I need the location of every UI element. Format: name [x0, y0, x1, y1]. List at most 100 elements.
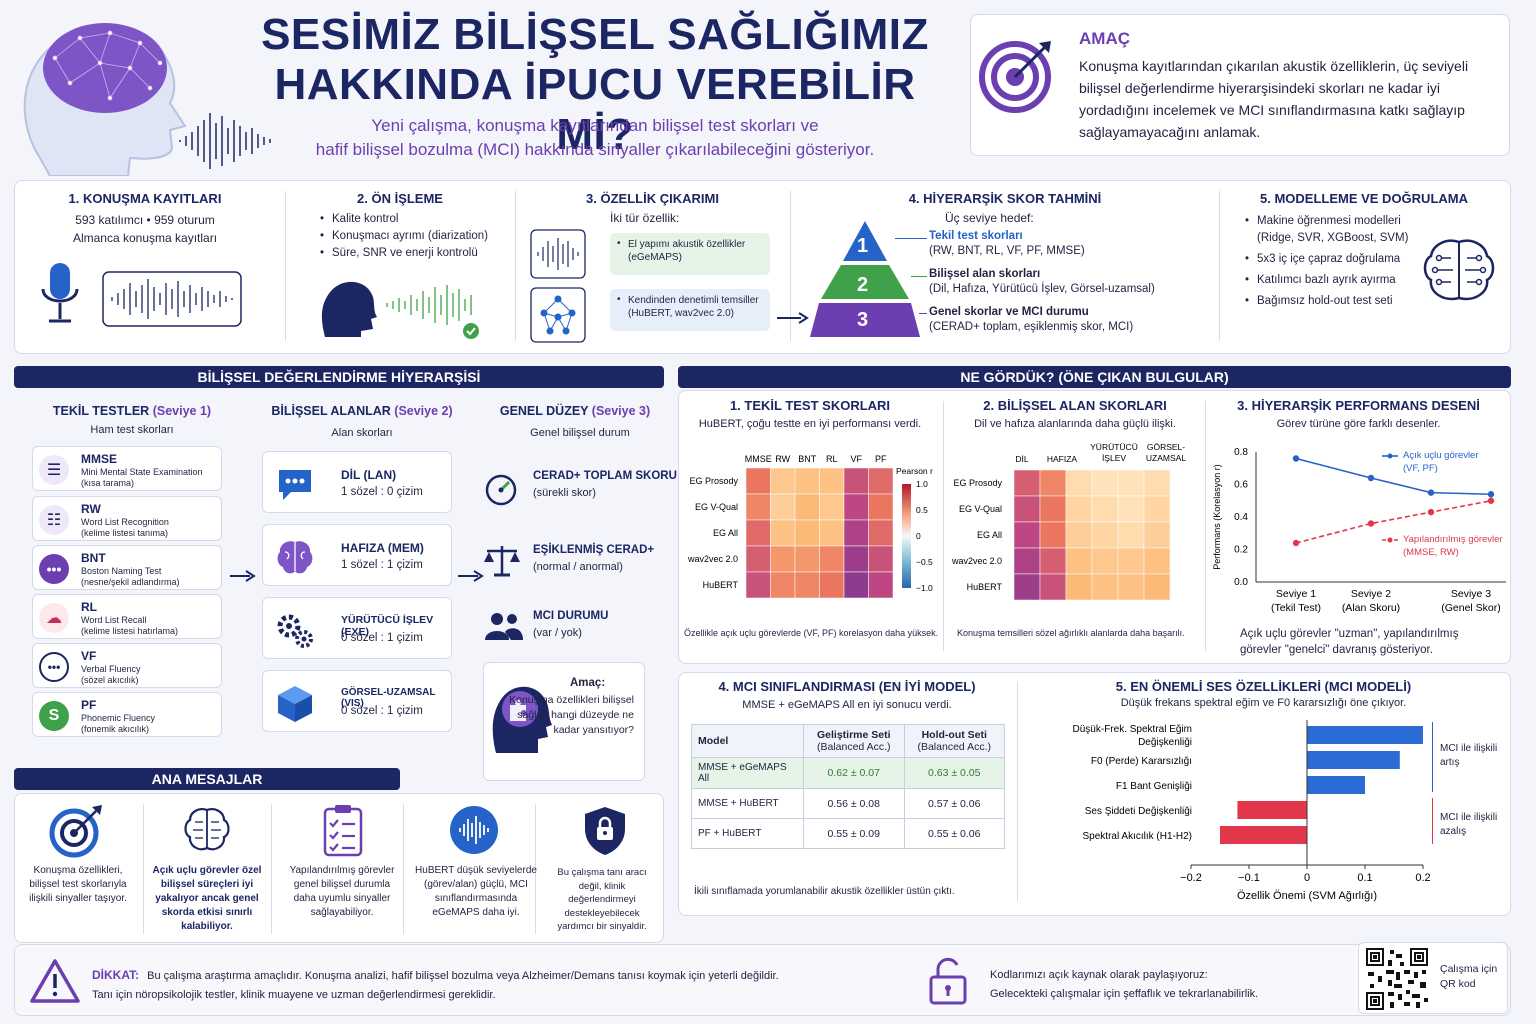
gears-icon — [277, 614, 313, 648]
hier-col1-level: (Seviye 1) — [152, 404, 212, 418]
cube-icon — [278, 686, 312, 722]
table-cell: MMSE + HuBERT — [691, 788, 804, 819]
aim-card: AMAÇ Konuşma kayıtlarından çıkarılan aku… — [970, 14, 1510, 156]
heatmap-row-label: EG Prosody — [689, 476, 738, 486]
legend-tick: 1.0 — [916, 479, 928, 489]
test-desc-line2: (nesne/şekil adlandırma) — [81, 577, 180, 587]
hier-col2-title: BİLİŞSEL ALANLAR (Seviye 2) — [262, 404, 462, 418]
hier-col1-title: TEKİL TESTLER (Seviye 1) — [32, 404, 232, 418]
heatmap-cell — [819, 467, 845, 495]
legend-increase: MCI ile ilişkili artış — [1440, 743, 1498, 768]
data-point — [1292, 455, 1300, 462]
heatmap-row-label: EG V-Qual — [695, 502, 738, 512]
x-tick-label: Seviye 1 — [1276, 588, 1316, 600]
step5-list: Makine öğrenmesi modelleri (Ridge, SVR, … — [1245, 213, 1425, 310]
pyramid-diagram — [810, 221, 920, 337]
clipboard-icon: ☰ — [39, 455, 69, 485]
test-desc: Verbal Fluency (sözel akıcılık) — [81, 664, 141, 686]
heatmap-cell — [794, 467, 820, 495]
goal-text: Konuşma özellikleri bilişsel sağlığı han… — [509, 694, 634, 736]
finding5-sub: Düşük frekans spektral eğim ve F0 karars… — [1120, 697, 1407, 709]
qr-code-icon[interactable] — [1366, 948, 1428, 1010]
domain-title: GÖRSEL-UZAMSAL (VIS) — [341, 687, 436, 709]
heatmap-cell — [868, 571, 894, 599]
heatmap-cell — [794, 571, 820, 599]
arrow-right-icon — [777, 312, 809, 324]
heatmap-cell — [843, 571, 869, 599]
gauge-icon — [485, 474, 517, 506]
test-desc-line2: (sözel akıcılık) — [81, 675, 139, 685]
legend-marker — [1387, 453, 1393, 459]
test-abbr: VF — [81, 649, 97, 663]
heatmap-cell — [1143, 573, 1171, 601]
page-title: SESİMİZ BİLİŞSEL SAĞLIĞIMIZ HAKKINDA İPU… — [230, 10, 960, 160]
general-title: EŞİKLENMİŞ CERAD+ — [533, 544, 655, 556]
x-tick-label: −0.2 — [1180, 872, 1202, 884]
heatmap-cell — [1117, 495, 1145, 523]
x-tick-label: (Alan Skoru) — [1342, 602, 1400, 614]
table-header-line: Hold-out Seti — [921, 729, 987, 741]
step3-intro: İki tür özellik: — [610, 211, 680, 225]
test-desc-line1: Verbal Fluency — [81, 664, 141, 674]
legend-tick: −0.5 — [916, 557, 933, 567]
title-line-1: SESİMİZ BİLİŞSEL SAĞLIĞIMIZ — [261, 10, 929, 59]
hier-col2-sub: Alan skorları — [331, 427, 393, 439]
test-card-vf: ••• VF Verbal Fluency (sözel akıcılık) — [32, 643, 222, 688]
heatmap-cell — [1143, 547, 1171, 575]
data-point — [1292, 539, 1300, 547]
domain-title: HAFIZA (MEM) — [341, 541, 424, 555]
pyramid-level-1: 1 — [857, 235, 869, 257]
neural-network-icon — [530, 287, 586, 343]
data-point — [1487, 497, 1495, 504]
scales-icon — [484, 546, 520, 577]
subtitle: Yeni çalışma, konuşma kayıtlarından bili… — [230, 114, 960, 162]
test-desc-line2: (kısa tarama) — [81, 478, 135, 488]
shield-lock-icon — [585, 807, 625, 855]
letter-s-icon: S — [39, 701, 69, 731]
aim-title: AMAÇ — [1079, 29, 1130, 48]
legend-tick: 0 — [916, 531, 921, 541]
heatmap-cell — [770, 519, 796, 547]
test-card-mmse: ☰ MMSE Mini Mental State Examination (kıs… — [32, 446, 222, 491]
x-tick-label: −0.1 — [1238, 872, 1260, 884]
heatmap-cell — [770, 493, 796, 521]
open-source-text: Kodlarımızı açık kaynak olarak paylaşıyo… — [990, 966, 1330, 1004]
test-abbr: MMSE — [81, 452, 117, 466]
general-title: CERAD+ TOPLAM SKORU — [533, 470, 677, 482]
chat-bubble-icon: ••• — [39, 554, 69, 584]
y-tick-label: 0.8 — [1234, 447, 1248, 458]
heatmap-cell — [794, 545, 820, 573]
heatmap-cell — [1143, 469, 1171, 497]
bar — [1307, 726, 1423, 744]
mci-results-table: Model Geliştirme Seti (Balanced Acc.) Hol… — [691, 724, 1005, 849]
heatmap-cell — [745, 571, 771, 599]
head-puzzle-icon — [492, 686, 552, 753]
heatmap-cell — [770, 545, 796, 573]
message-4: HuBERT düşük seviyelerde (görev/alan) gü… — [415, 865, 537, 918]
bar-label: Ses Şiddeti Değişkenliği — [1085, 806, 1192, 817]
hier-col3-title: GENEL DÜZEY (Seviye 3) — [480, 404, 670, 418]
domain-title: DİL (LAN) — [341, 468, 397, 482]
level3-title: Genel skorlar ve MCI durumu — [929, 306, 1089, 318]
hier-col1-sub: Ham test skorları — [90, 424, 174, 436]
open-source-line1: Kodlarımızı açık kaynak olarak paylaşıyo… — [990, 969, 1208, 981]
finding5-title: 5. EN ÖNEMLİ SES ÖZELLİKLERİ (MCI MODELİ… — [1115, 679, 1412, 694]
list-item: Konuşmacı ayrımı (diarization) — [320, 228, 515, 245]
step3-title: 3. ÖZELLİK ÇIKARIMI — [586, 191, 719, 206]
message-5: Bu çalışma tanı aracı değil, klinik değe… — [557, 867, 647, 932]
bar-label: Spektral Akıcılık (H1-H2) — [1083, 831, 1192, 842]
list-item: Kalite kontrol — [320, 211, 515, 228]
bar — [1307, 751, 1400, 769]
data-point — [1367, 474, 1375, 482]
heatmap-cell — [1065, 495, 1093, 523]
heatmap-cell — [1039, 547, 1067, 575]
legend-label: Yapılandırılmış görevler — [1403, 534, 1503, 545]
domain-card-visuospatial: GÖRSEL-UZAMSAL (VIS) 0 sözel : 1 çizim — [262, 670, 452, 732]
hier-col3-label: GENEL DÜZEY — [499, 404, 589, 418]
message-1: Konuşma özellikleri, bilişsel test skorl… — [29, 865, 127, 904]
open-source-line2: Gelecekteki çalışmalar için şeffaflık ve… — [990, 988, 1259, 1000]
step4-intro: Üç seviye hedef: — [945, 211, 1034, 225]
heatmap-cell — [770, 467, 796, 495]
messages-card — [14, 793, 664, 943]
table-header: Geliştirme Seti (Balanced Acc.) — [803, 724, 905, 758]
